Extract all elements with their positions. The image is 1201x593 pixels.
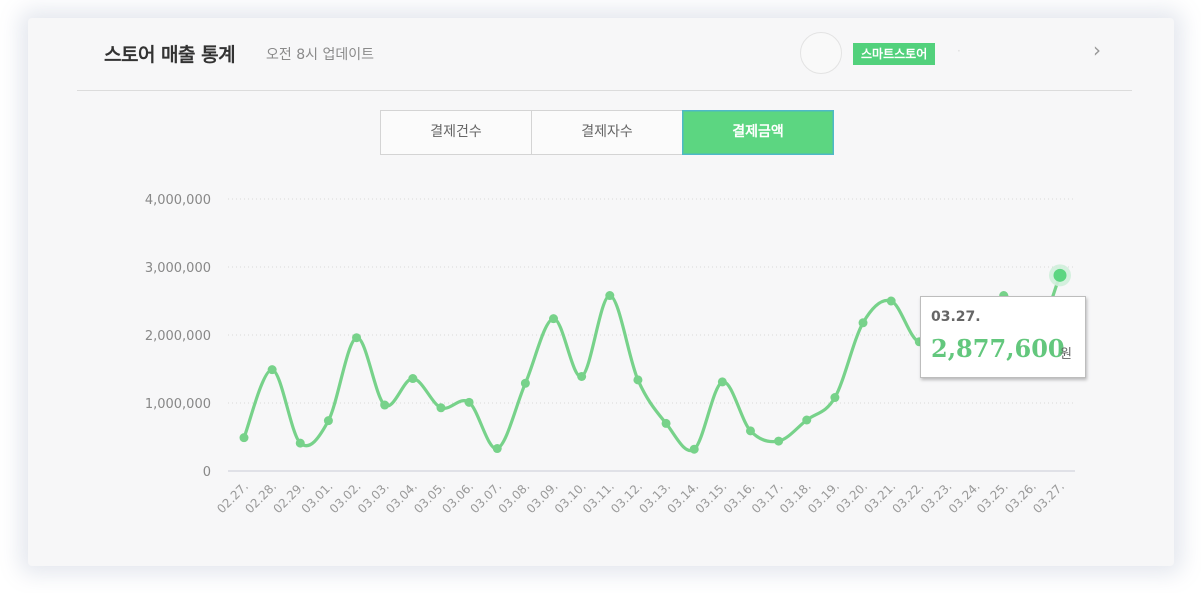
data-point: [830, 393, 840, 403]
data-point: [661, 418, 671, 428]
data-point: [295, 438, 305, 448]
data-point: [492, 444, 502, 454]
data-point: [239, 433, 249, 443]
data-point: [267, 365, 277, 375]
data-point: [323, 416, 333, 426]
data-point-highlight: [1053, 268, 1067, 282]
stats-header: 스토어 매출 통계 오전 8시 업데이트 스마트스토어 · ›: [77, 20, 1132, 91]
data-point: [520, 378, 530, 388]
data-point: [436, 403, 446, 413]
y-tick-label: 4,000,000: [145, 193, 211, 208]
data-point: [633, 375, 643, 385]
update-time-label: 오전 8시 업데이트: [266, 47, 374, 63]
data-point: [352, 333, 362, 343]
store-avatar[interactable]: [800, 32, 842, 74]
data-point: [802, 415, 812, 425]
y-tick-label: 3,000,000: [145, 261, 211, 276]
data-point: [577, 371, 587, 381]
sales-stats-card: [28, 18, 1174, 566]
data-point: [380, 400, 390, 410]
data-point: [549, 314, 559, 324]
data-point: [408, 374, 418, 384]
tab-payment-count[interactable]: 결제건수: [380, 110, 532, 155]
y-tick-label: 2,000,000: [145, 329, 211, 344]
y-tick-label: 1,000,000: [145, 397, 211, 412]
tab-payment-amount[interactable]: 결제금액: [682, 110, 834, 155]
data-point: [858, 318, 868, 328]
smartstore-badge: 스마트스토어: [853, 43, 936, 65]
tooltip-value: 2,877,600: [931, 334, 1065, 363]
x-tick-label: 03.27.: [1030, 479, 1067, 516]
chevron-right-icon[interactable]: ›: [1093, 38, 1101, 62]
page-title: 스토어 매출 통계: [104, 44, 236, 66]
data-point: [745, 426, 755, 436]
metric-tabs: 결제건수 결제자수 결제금액: [380, 110, 834, 155]
data-point: [605, 291, 615, 301]
data-point: [464, 397, 474, 407]
data-point: [717, 377, 727, 387]
data-point: [886, 296, 896, 306]
data-point: [689, 444, 699, 454]
data-point: [774, 436, 784, 446]
tooltip-unit: 원: [1060, 347, 1072, 362]
chart-tooltip: 03.27. 2,877,600 원: [920, 296, 1086, 378]
store-name: ·: [957, 44, 961, 58]
tooltip-date: 03.27.: [931, 309, 981, 325]
y-tick-label: 0: [203, 465, 211, 480]
